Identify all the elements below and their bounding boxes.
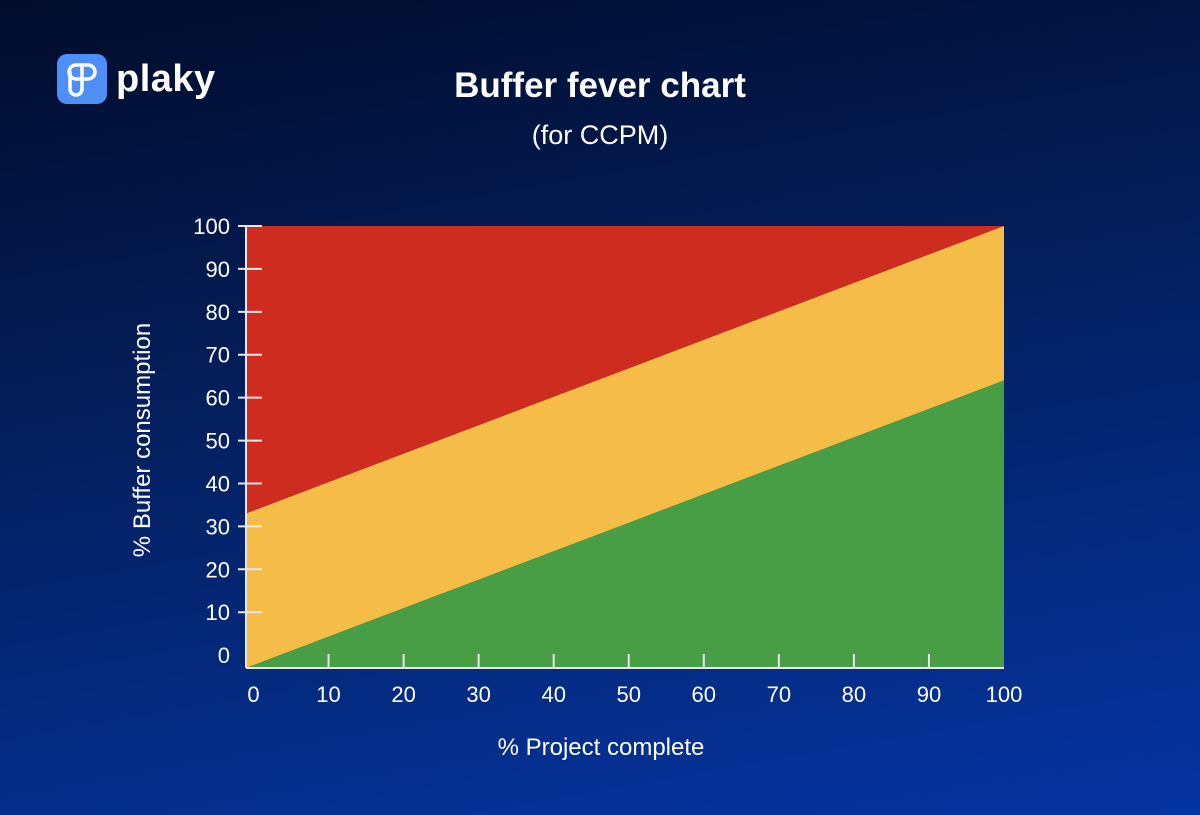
y-tick-label: 50 — [206, 429, 230, 454]
y-tick-label: 100 — [193, 214, 230, 239]
zone-yellow — [246, 226, 1004, 668]
x-tick-label: 40 — [541, 682, 565, 707]
y-tick-label: 40 — [206, 471, 230, 496]
y-axis-label: % Buffer consumption — [129, 323, 156, 557]
y-tick-label: 0 — [218, 643, 230, 668]
x-tick-label: 10 — [316, 682, 340, 707]
x-tick-label: 80 — [842, 682, 866, 707]
y-tick-label: 80 — [206, 300, 230, 325]
y-tick-label: 10 — [206, 600, 230, 625]
plaky-logo: plaky — [57, 54, 216, 104]
x-tick-label: 20 — [391, 682, 415, 707]
chart-title: Buffer fever chart — [454, 66, 746, 105]
x-tick-label: 0 — [247, 682, 259, 707]
y-tick-label: 90 — [206, 257, 230, 282]
plaky-logo-icon — [57, 54, 107, 104]
zone-green — [246, 380, 1004, 668]
chart-subtitle: (for CCPM) — [531, 120, 669, 150]
y-tick-label: 30 — [206, 514, 230, 539]
x-tick-label: 60 — [692, 682, 716, 707]
x-axis-label: % Project complete — [498, 734, 705, 761]
x-tick-label: 50 — [617, 682, 641, 707]
y-tick-label: 20 — [206, 557, 230, 582]
x-tick-label: 30 — [466, 682, 490, 707]
y-tick-label: 60 — [206, 386, 230, 411]
y-tick-label: 70 — [206, 343, 230, 368]
x-tick-label: 100 — [986, 682, 1023, 707]
x-tick-label: 70 — [767, 682, 791, 707]
x-tick-label: 90 — [917, 682, 941, 707]
brand-name: plaky — [116, 57, 216, 100]
